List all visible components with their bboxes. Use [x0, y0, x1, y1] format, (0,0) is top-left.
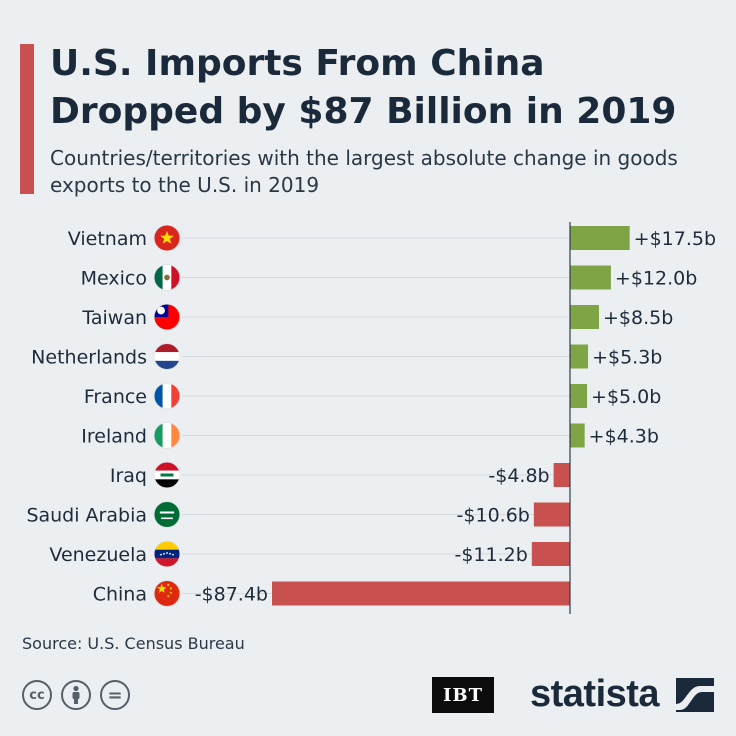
attribution-icon[interactable]	[61, 680, 91, 710]
saudi-arabia-flag-icon	[153, 501, 181, 528]
taiwan-flag-icon	[153, 303, 181, 331]
netherlands-flag-icon	[153, 343, 181, 370]
china-flag-icon	[153, 580, 181, 607]
value-label: +$4.3b	[589, 426, 659, 448]
value-label: +$8.5b	[603, 307, 673, 329]
france-flag-icon	[153, 382, 181, 410]
bar-chart: Vietnam +$17.5b Mexico +$12.0b Taiwan +$8.5b N…	[26, 222, 716, 614]
value-label: +$12.0b	[615, 268, 697, 290]
statista-logo[interactable]: statista	[530, 673, 660, 715]
no-derivatives-icon[interactable]: =	[100, 680, 130, 710]
bar	[570, 265, 611, 290]
category-label: France	[84, 386, 147, 408]
category-label: Netherlands	[31, 347, 147, 369]
chart-subtitle: Countries/territories with the largest a…	[50, 146, 678, 197]
mexico-flag-icon	[153, 264, 181, 291]
category-label: Ireland	[81, 426, 147, 448]
bar	[570, 384, 588, 408]
category-label: Mexico	[81, 268, 147, 290]
value-label: -$87.4b	[195, 584, 268, 606]
license-icons: cc =	[22, 680, 130, 710]
category-label: Saudi Arabia	[26, 505, 147, 527]
statista-mark-icon	[676, 678, 714, 712]
bar	[533, 502, 570, 527]
bar	[570, 226, 630, 250]
category-label: Venezuela	[49, 544, 147, 566]
bar	[553, 463, 570, 487]
venezuela-flag-icon	[153, 540, 181, 568]
value-label: +$5.3b	[592, 347, 662, 369]
source-note: Source: U.S. Census Bureau	[22, 634, 245, 653]
vietnam-flag-icon	[153, 224, 181, 252]
chart-title: U.S. Imports From China Dropped by $87 B…	[50, 43, 677, 132]
category-label: Vietnam	[68, 228, 147, 250]
ireland-flag-icon	[153, 422, 181, 449]
bar	[272, 581, 570, 606]
value-label: +$17.5b	[634, 228, 716, 250]
title-accent-bar	[20, 44, 34, 194]
value-label: -$11.2b	[454, 544, 527, 566]
bar	[570, 423, 585, 448]
value-label: +$5.0b	[591, 386, 661, 408]
category-label: Iraq	[110, 465, 147, 487]
creative-commons-icon[interactable]: cc	[22, 680, 52, 710]
bar	[570, 305, 599, 329]
category-label: China	[93, 584, 147, 606]
ibt-logo[interactable]: IBT	[432, 677, 494, 713]
category-label: Taiwan	[81, 307, 147, 329]
value-label: -$4.8b	[488, 465, 549, 487]
iraq-flag-icon	[153, 461, 181, 489]
bar	[570, 344, 589, 369]
bar	[531, 542, 570, 566]
value-label: -$10.6b	[457, 505, 530, 527]
